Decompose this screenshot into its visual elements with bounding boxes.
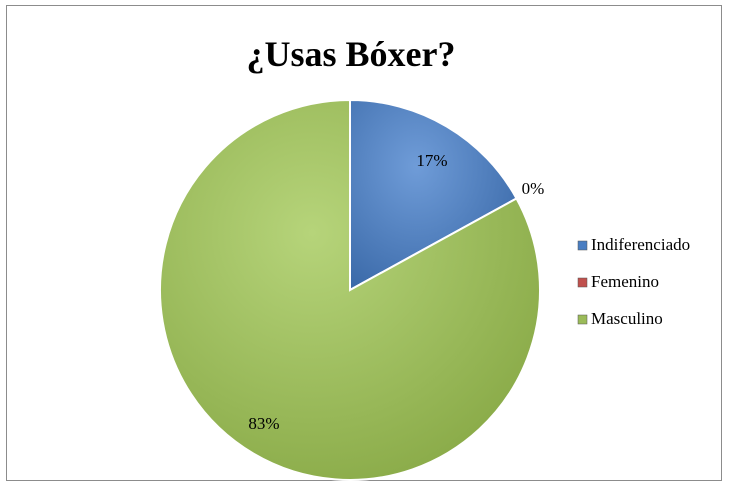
legend-swatch-masculino	[577, 314, 588, 325]
data-label-femenino: 0%	[522, 179, 545, 198]
pie-slice-indiferenciado	[349, 98, 518, 292]
pie-slice-masculino	[159, 98, 541, 481]
legend-label-indiferenciado: Indiferenciado	[591, 235, 690, 254]
legend-swatch-indiferenciado	[577, 240, 588, 251]
chart-title: ¿Usas Bóxer?	[246, 34, 456, 74]
legend-label-femenino: Femenino	[591, 272, 659, 291]
legend-swatch-femenino	[577, 277, 588, 288]
legend-label-masculino: Masculino	[591, 309, 663, 328]
data-label-masculino: 83%	[248, 414, 279, 433]
data-label-indiferenciado: 17%	[416, 151, 447, 170]
